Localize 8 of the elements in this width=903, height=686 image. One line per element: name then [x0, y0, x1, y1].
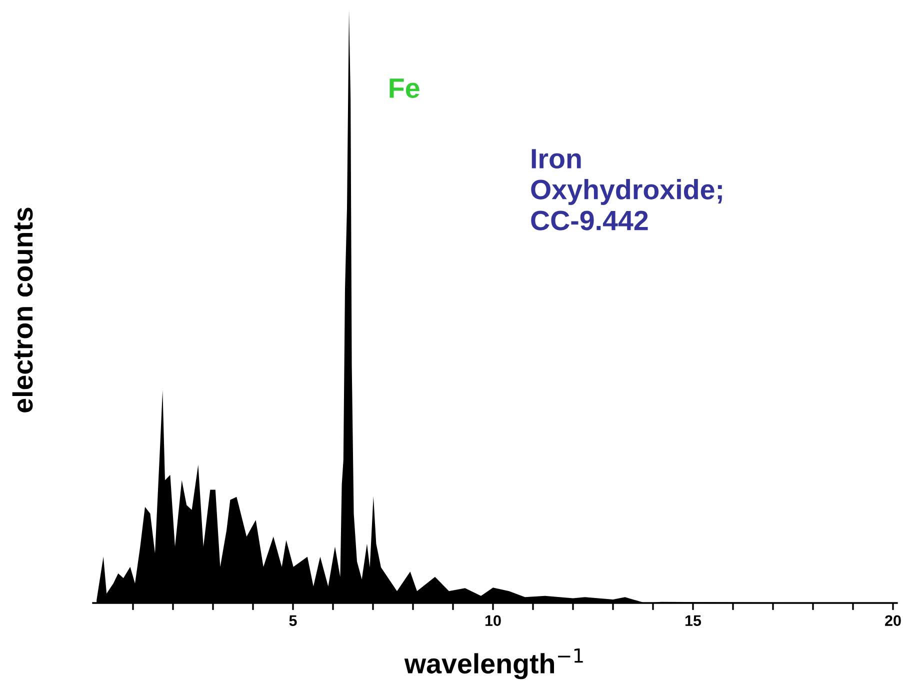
- x-axis-title: wavelength$^{−1}$: [404, 648, 583, 680]
- x-tick-label: 15: [685, 615, 702, 626]
- x-tick-label: 20: [885, 615, 901, 626]
- annotation: Fe: [390, 78, 420, 98]
- annotation: Iron Oxyhydroxide; CC-9.442: [531, 149, 722, 230]
- x-tick-label: 10: [485, 615, 501, 626]
- y-axis-title: electron counts: [12, 208, 33, 412]
- x-tick-label: 5: [289, 615, 297, 626]
